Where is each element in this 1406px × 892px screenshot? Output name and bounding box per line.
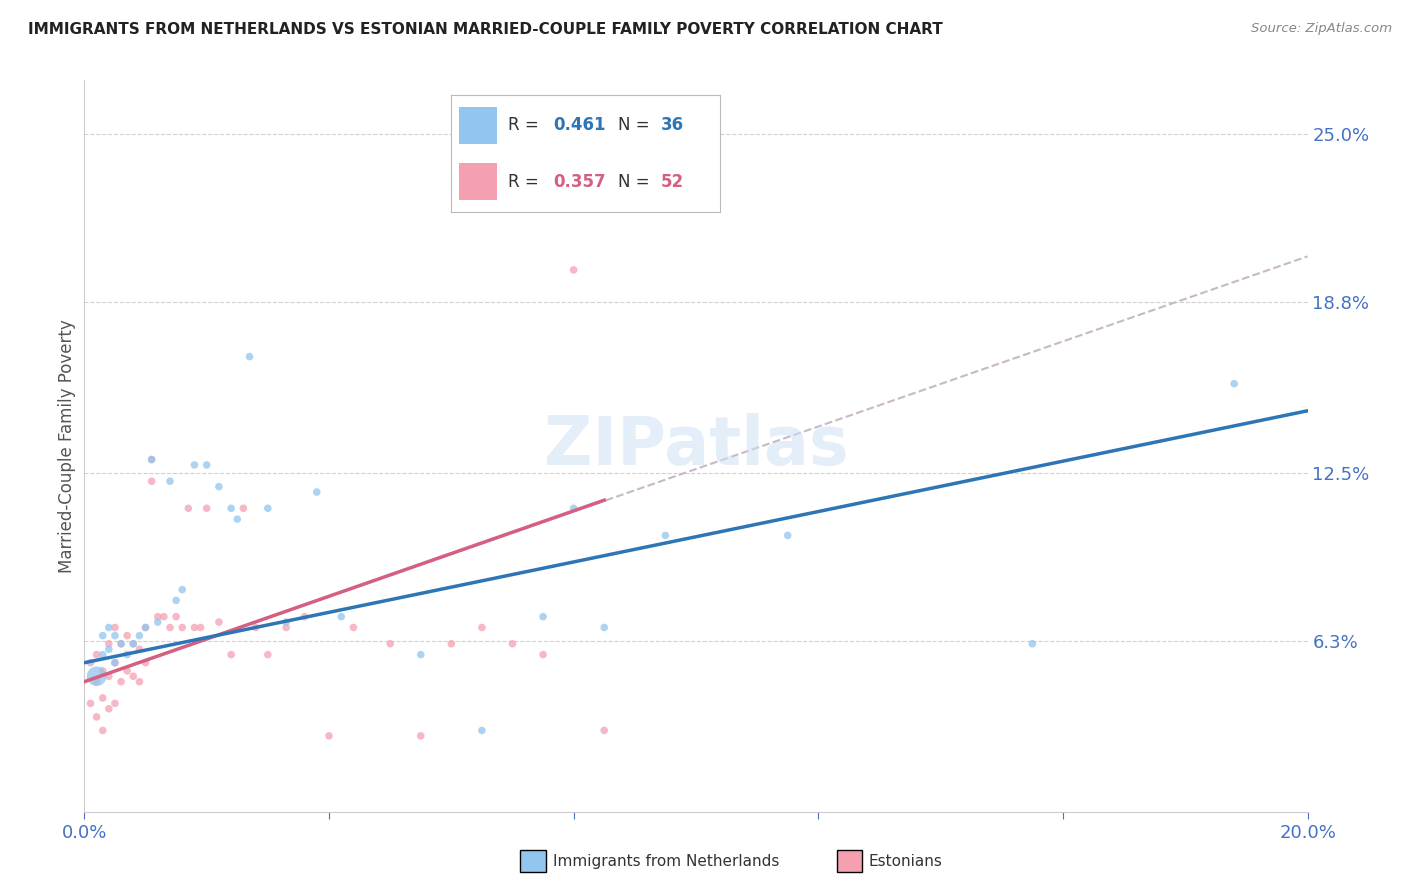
Point [159, 620, 181, 634]
Point [172, 620, 194, 634]
Text: ZIPatlas: ZIPatlas [544, 413, 848, 479]
Point [141, 452, 163, 467]
Point [104, 629, 127, 643]
Point [86, 710, 108, 724]
Point [440, 637, 463, 651]
Point [562, 501, 585, 516]
Point [342, 620, 364, 634]
Point [232, 501, 254, 516]
Point [97, 669, 120, 683]
Point [97, 637, 120, 651]
Point [115, 664, 138, 678]
Point [183, 620, 205, 634]
Point [146, 615, 169, 629]
Point [380, 637, 402, 651]
Point [409, 729, 432, 743]
Point [104, 697, 127, 711]
Point [531, 609, 554, 624]
Point [165, 609, 187, 624]
Text: Immigrants from Netherlands: Immigrants from Netherlands [553, 854, 779, 869]
Point [97, 702, 120, 716]
Point [128, 674, 150, 689]
Point [91, 648, 114, 662]
Point [91, 723, 114, 738]
Point [97, 642, 120, 657]
Point [104, 620, 127, 634]
Text: IMMIGRANTS FROM NETHERLANDS VS ESTONIAN MARRIED-COUPLE FAMILY POVERTY CORRELATIO: IMMIGRANTS FROM NETHERLANDS VS ESTONIAN … [28, 22, 943, 37]
Point [141, 474, 163, 488]
Point [502, 637, 524, 651]
Point [86, 669, 108, 683]
Point [593, 620, 616, 634]
Point [195, 501, 218, 516]
Point [135, 620, 157, 634]
Point [104, 656, 127, 670]
Point [86, 674, 108, 689]
Point [238, 350, 260, 364]
Point [146, 609, 169, 624]
Point [110, 637, 132, 651]
Point [135, 656, 157, 670]
Point [1021, 637, 1043, 651]
Point [122, 669, 145, 683]
Point [79, 656, 101, 670]
Point [177, 501, 200, 516]
Point [318, 729, 340, 743]
Point [257, 501, 280, 516]
Point [195, 458, 218, 472]
Point [190, 620, 212, 634]
Point [128, 642, 150, 657]
Point [172, 582, 194, 597]
Point [654, 528, 676, 542]
Point [79, 697, 101, 711]
Point [294, 609, 316, 624]
Point [471, 723, 494, 738]
Point [776, 528, 799, 542]
Point [208, 615, 231, 629]
Point [471, 620, 494, 634]
Point [562, 263, 585, 277]
Point [122, 637, 145, 651]
Point [531, 648, 554, 662]
Point [245, 620, 267, 634]
Point [165, 593, 187, 607]
Point [115, 629, 138, 643]
Point [219, 501, 242, 516]
Point [91, 690, 114, 705]
Point [276, 620, 298, 634]
Point [86, 648, 108, 662]
Point [409, 648, 432, 662]
Point [141, 452, 163, 467]
Point [153, 609, 176, 624]
Point [276, 615, 298, 629]
Point [257, 648, 280, 662]
Point [208, 480, 231, 494]
Point [91, 629, 114, 643]
Point [115, 648, 138, 662]
Point [159, 474, 181, 488]
Point [1223, 376, 1246, 391]
Point [226, 512, 249, 526]
Point [128, 629, 150, 643]
Text: Source: ZipAtlas.com: Source: ZipAtlas.com [1251, 22, 1392, 36]
Point [122, 637, 145, 651]
Point [305, 485, 328, 500]
Point [104, 656, 127, 670]
Point [219, 648, 242, 662]
Point [593, 723, 616, 738]
Point [183, 458, 205, 472]
Point [91, 664, 114, 678]
Y-axis label: Married-Couple Family Poverty: Married-Couple Family Poverty [58, 319, 76, 573]
Point [110, 637, 132, 651]
Point [330, 609, 353, 624]
Point [135, 620, 157, 634]
Point [97, 620, 120, 634]
Text: Estonians: Estonians [869, 854, 943, 869]
Point [110, 674, 132, 689]
